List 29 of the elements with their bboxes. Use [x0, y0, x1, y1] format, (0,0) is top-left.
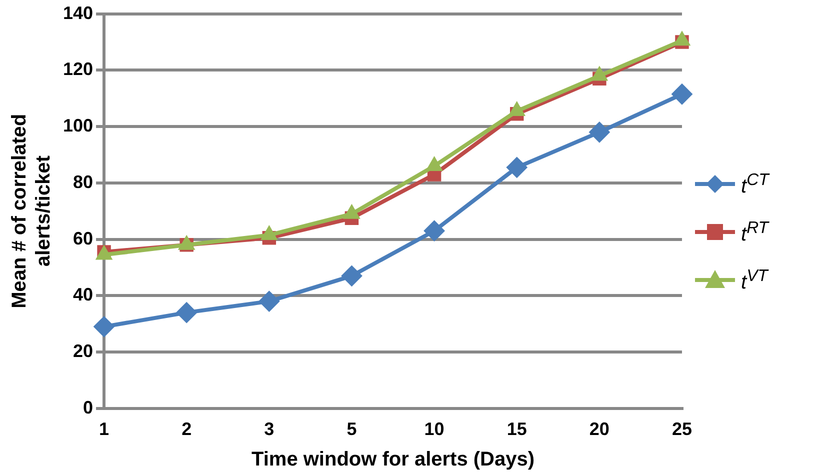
point	[176, 302, 198, 324]
x-tick-label: 20	[589, 419, 610, 440]
legend-label: t$^{CT}$	[741, 170, 769, 198]
legend-label: t$^{VT}$	[741, 266, 768, 294]
x-axis-title: Time window for alerts (Days)	[251, 448, 535, 471]
y-tick-label: 140	[62, 2, 94, 23]
y-tick-label: 60	[73, 228, 94, 248]
x-tick-label: 2	[182, 419, 192, 440]
point	[588, 122, 610, 143]
point	[341, 265, 362, 286]
y-tick-label: 80	[73, 172, 94, 192]
point	[94, 316, 115, 338]
x-tick-label: 3	[264, 419, 274, 440]
x-tick-label: 1	[99, 419, 110, 440]
x-tick-label: 15	[506, 419, 527, 440]
y-tick-label: 40	[73, 284, 94, 305]
y-axis-title: Mean # of correlated alerts/ticket	[8, 114, 55, 308]
legend-label: t$^{RT}$	[741, 218, 768, 246]
y-tick-label: 0	[83, 397, 94, 418]
y-tick-label: 120	[62, 59, 94, 80]
y-tick-label: 100	[62, 116, 94, 136]
point	[671, 84, 692, 105]
x-tick-label: 5	[346, 419, 357, 440]
x-tick-label: 10	[424, 419, 444, 440]
point	[424, 220, 445, 242]
point	[258, 290, 280, 312]
point	[506, 156, 528, 178]
x-tick-label: 25	[672, 419, 692, 440]
y-tick-label: 20	[73, 340, 94, 361]
